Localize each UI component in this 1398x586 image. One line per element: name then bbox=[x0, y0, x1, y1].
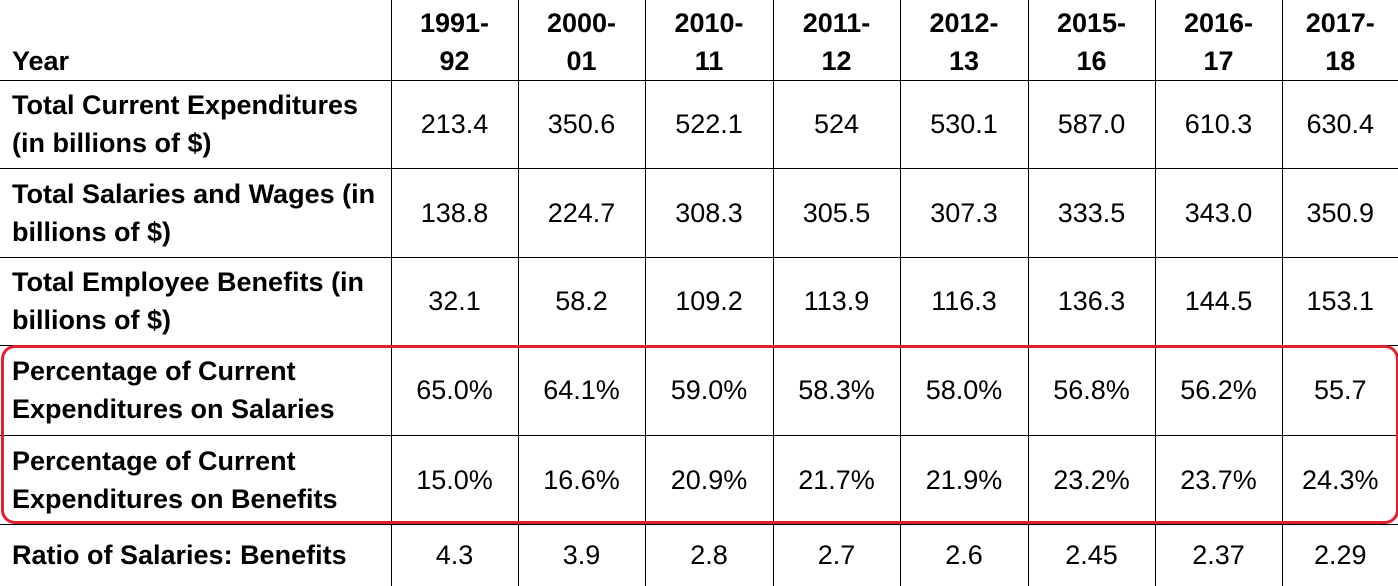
table-cell: 3.9 bbox=[517, 524, 645, 586]
table-cell: 307.3 bbox=[899, 168, 1028, 258]
table-row: Ratio of Salaries: Benefits 4.3 3.9 2.8 … bbox=[0, 524, 1398, 586]
table-cell: 530.1 bbox=[899, 80, 1028, 169]
year-header: 2017- 18 bbox=[1281, 0, 1398, 81]
table-cell: 55.7 bbox=[1281, 345, 1398, 436]
table-cell: 333.5 bbox=[1027, 168, 1155, 258]
table-cell: 65.0% bbox=[390, 345, 518, 436]
table-cell: 21.7% bbox=[772, 435, 900, 525]
table-row: Total Employee Benefits (in billions of … bbox=[0, 257, 1398, 346]
header-label: Year bbox=[0, 0, 391, 81]
table-row: Total Current Expenditures (in billions … bbox=[0, 80, 1398, 169]
table-cell: 109.2 bbox=[644, 257, 773, 346]
table-cell: 610.3 bbox=[1154, 80, 1282, 169]
table-cell: 305.5 bbox=[772, 168, 900, 258]
table-cell: 136.3 bbox=[1027, 257, 1155, 346]
table-cell: 224.7 bbox=[517, 168, 645, 258]
table-row: Percentage of Current Expenditures on Sa… bbox=[0, 345, 1398, 436]
table-cell: 2.37 bbox=[1154, 524, 1282, 586]
table-cell: 2.7 bbox=[772, 524, 900, 586]
year-header: 2000- 01 bbox=[517, 0, 645, 81]
table-cell: 58.3% bbox=[772, 345, 900, 436]
table-cell: 153.1 bbox=[1281, 257, 1398, 346]
header-row: Year 1991- 92 2000- 01 2010- 11 2011- 12 201… bbox=[0, 0, 1398, 81]
year-header: 2011- 12 bbox=[772, 0, 900, 81]
table-cell: 144.5 bbox=[1154, 257, 1282, 346]
table-cell: 56.8% bbox=[1027, 345, 1155, 436]
table-cell: 343.0 bbox=[1154, 168, 1282, 258]
table-cell: 23.7% bbox=[1154, 435, 1282, 525]
year-header: 1991- 92 bbox=[390, 0, 518, 81]
table-cell: 524 bbox=[772, 80, 900, 169]
table-cell: 16.6% bbox=[517, 435, 645, 525]
table-cell: 2.45 bbox=[1027, 524, 1155, 586]
table-cell: 21.9% bbox=[899, 435, 1028, 525]
table-cell: 2.8 bbox=[644, 524, 773, 586]
table-cell: 630.4 bbox=[1281, 80, 1398, 169]
table-cell: 308.3 bbox=[644, 168, 773, 258]
row-label: Ratio of Salaries: Benefits bbox=[12, 540, 347, 571]
table-cell: 58.2 bbox=[517, 257, 645, 346]
row-label: Percentage of Current Expenditures on Sa… bbox=[0, 345, 391, 436]
table-cell: 587.0 bbox=[1027, 80, 1155, 169]
year-header: 2010- 11 bbox=[644, 0, 773, 81]
table-cell: 32.1 bbox=[390, 257, 518, 346]
table-cell: 213.4 bbox=[390, 80, 518, 169]
table-cell: 20.9% bbox=[644, 435, 773, 525]
row-label: Total Employee Benefits (in billions of … bbox=[0, 257, 391, 346]
year-header: 2012- 13 bbox=[899, 0, 1028, 81]
row-label: Percentage of Current Expenditures on Be… bbox=[0, 435, 391, 525]
table-row: Total Salaries and Wages (in billions of… bbox=[0, 168, 1398, 258]
table-cell: 4.3 bbox=[390, 524, 518, 586]
table-cell: 2.29 bbox=[1281, 524, 1398, 586]
table-cell: 64.1% bbox=[517, 345, 645, 436]
row-label: Total Salaries and Wages (in billions of… bbox=[0, 168, 391, 258]
table-cell: 116.3 bbox=[899, 257, 1028, 346]
table-cell: 138.8 bbox=[390, 168, 518, 258]
table-cell: 23.2% bbox=[1027, 435, 1155, 525]
year-header: 2016- 17 bbox=[1154, 0, 1282, 81]
table-cell: 56.2% bbox=[1154, 345, 1282, 436]
table-cell: 2.6 bbox=[899, 524, 1028, 586]
table-cell: 24.3% bbox=[1281, 435, 1398, 525]
year-header: 2015- 16 bbox=[1027, 0, 1155, 81]
table-cell: 350.6 bbox=[517, 80, 645, 169]
table-cell: 350.9 bbox=[1281, 168, 1398, 258]
table-cell: 15.0% bbox=[390, 435, 518, 525]
table-cell: 59.0% bbox=[644, 345, 773, 436]
table-row: Percentage of Current Expenditures on Be… bbox=[0, 435, 1398, 525]
row-label: Total Current Expenditures (in billions … bbox=[0, 80, 391, 169]
table-cell: 58.0% bbox=[899, 345, 1028, 436]
table-cell: 522.1 bbox=[644, 80, 773, 169]
table-cell: 113.9 bbox=[772, 257, 900, 346]
